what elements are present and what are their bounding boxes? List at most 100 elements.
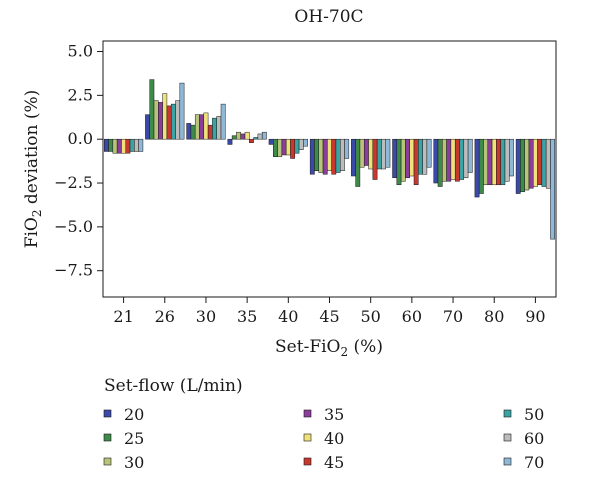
x-tick-label-21: 21 [113, 307, 133, 326]
bar-45-80 [496, 138, 501, 186]
x-axis-title: Set-FiO2 (%) [275, 337, 383, 359]
bar-70-21 [138, 138, 144, 152]
bar-25-40 [273, 138, 278, 157]
bar-50-90 [541, 138, 547, 187]
bar-35-60 [405, 138, 410, 179]
legend-label-30: 30 [124, 453, 144, 472]
bar-30-50 [359, 138, 365, 168]
bar-25-35 [231, 135, 237, 140]
bar-25-50 [355, 138, 361, 187]
bar-50-70 [459, 138, 465, 180]
bar-50-60 [418, 138, 423, 175]
bar-60-30 [216, 116, 222, 140]
bar-45-21 [125, 138, 131, 154]
legend-label-45: 45 [324, 453, 344, 472]
bar-30-90 [524, 138, 530, 191]
bar-35-30 [199, 114, 205, 140]
y-tick-label-1: 2.5 [68, 85, 93, 104]
bar-50-40 [294, 138, 300, 154]
bar-50-26 [170, 103, 176, 140]
axes-layer: 21 26 30 35 40 45 50 60 70 80 90 5.0 2.5 0.0 −2.5 −5.0 −… [54, 40, 557, 326]
bar-45-90 [537, 138, 543, 186]
bar-60-80 [504, 138, 510, 182]
bar-35-80 [487, 138, 493, 186]
bar-45-50 [372, 138, 378, 180]
bar-70-60 [426, 138, 432, 168]
bar-70-26 [179, 82, 185, 140]
bar-25-70 [437, 138, 443, 187]
bar-30-35 [236, 131, 241, 140]
y-tick-label-2: 0.0 [68, 129, 93, 148]
bar-25-90 [520, 138, 525, 193]
bar-40-30 [203, 112, 209, 140]
x-tick-label-80: 80 [484, 307, 504, 326]
x-tick-label-30: 30 [196, 307, 216, 326]
legend-label-35: 35 [324, 405, 344, 424]
bar-20-45 [309, 138, 315, 175]
y-tick-label-3: −2.5 [54, 173, 93, 192]
bar-20-90 [515, 138, 521, 194]
legend-swatch-35 [303, 409, 312, 418]
bar-45-60 [413, 138, 419, 186]
legend-label-50: 50 [524, 405, 544, 424]
bar-70-45 [344, 138, 350, 159]
x-tick-label-90: 90 [525, 307, 545, 326]
bar-45-45 [331, 138, 337, 175]
bar-40-80 [491, 138, 497, 186]
legend-swatch-20 [103, 409, 112, 418]
legend-swatch-40 [303, 433, 312, 442]
bar-20-30 [186, 123, 192, 140]
bar-40-50 [368, 138, 374, 170]
bar-70-70 [467, 138, 473, 173]
bar-40-90 [533, 138, 538, 187]
bar-35-26 [158, 102, 163, 140]
y-tick-label-0: 5.0 [68, 42, 93, 61]
legend-swatch-50 [503, 409, 512, 418]
bar-45-35 [249, 138, 254, 143]
bar-50-45 [335, 138, 341, 173]
bar-70-80 [509, 138, 514, 177]
legend-swatch-25 [103, 433, 112, 442]
legend-swatch-60 [503, 433, 512, 442]
bar-45-30 [207, 124, 213, 140]
bar-35-70 [446, 138, 452, 182]
bar-70-35 [261, 131, 267, 140]
legend-label-40: 40 [324, 429, 344, 448]
bar-60-26 [175, 100, 181, 140]
bar-70-40 [303, 138, 308, 147]
x-tick-label-45: 45 [319, 307, 339, 326]
bar-40-35 [244, 131, 250, 140]
bar-35-35 [240, 133, 246, 140]
y-axis-title-sub: 2 [30, 209, 44, 217]
bar-50-80 [500, 138, 506, 186]
legend-label-25: 25 [124, 429, 144, 448]
legend-label-20: 20 [124, 405, 144, 424]
bar-35-90 [528, 138, 534, 189]
x-axis-title-sub: 2 [340, 345, 348, 359]
x-tick-label-50: 50 [361, 307, 381, 326]
bar-30-80 [483, 138, 489, 186]
bar-35-40 [281, 138, 287, 156]
bar-30-45 [318, 138, 324, 173]
bar-20-26 [145, 114, 150, 140]
bar-70-90 [550, 138, 556, 240]
bar-50-21 [129, 138, 135, 152]
bar-45-40 [290, 138, 296, 159]
legend-label-70: 70 [524, 453, 544, 472]
y-tick-label-4: −5.0 [54, 217, 93, 236]
bar-60-90 [545, 138, 551, 189]
bar-60-70 [463, 138, 469, 179]
bar-60-40 [298, 138, 304, 150]
bar-35-21 [116, 138, 122, 154]
bar-60-50 [381, 138, 386, 170]
bar-20-70 [433, 138, 439, 184]
bar-20-80 [474, 138, 480, 198]
bar-60-35 [257, 133, 263, 140]
plot-frame [102, 40, 557, 298]
bar-40-70 [450, 138, 456, 180]
bar-45-70 [454, 138, 460, 182]
legend-swatch-45 [303, 457, 312, 466]
x-tick-label-35: 35 [237, 307, 257, 326]
legend-label-60: 60 [524, 429, 544, 448]
